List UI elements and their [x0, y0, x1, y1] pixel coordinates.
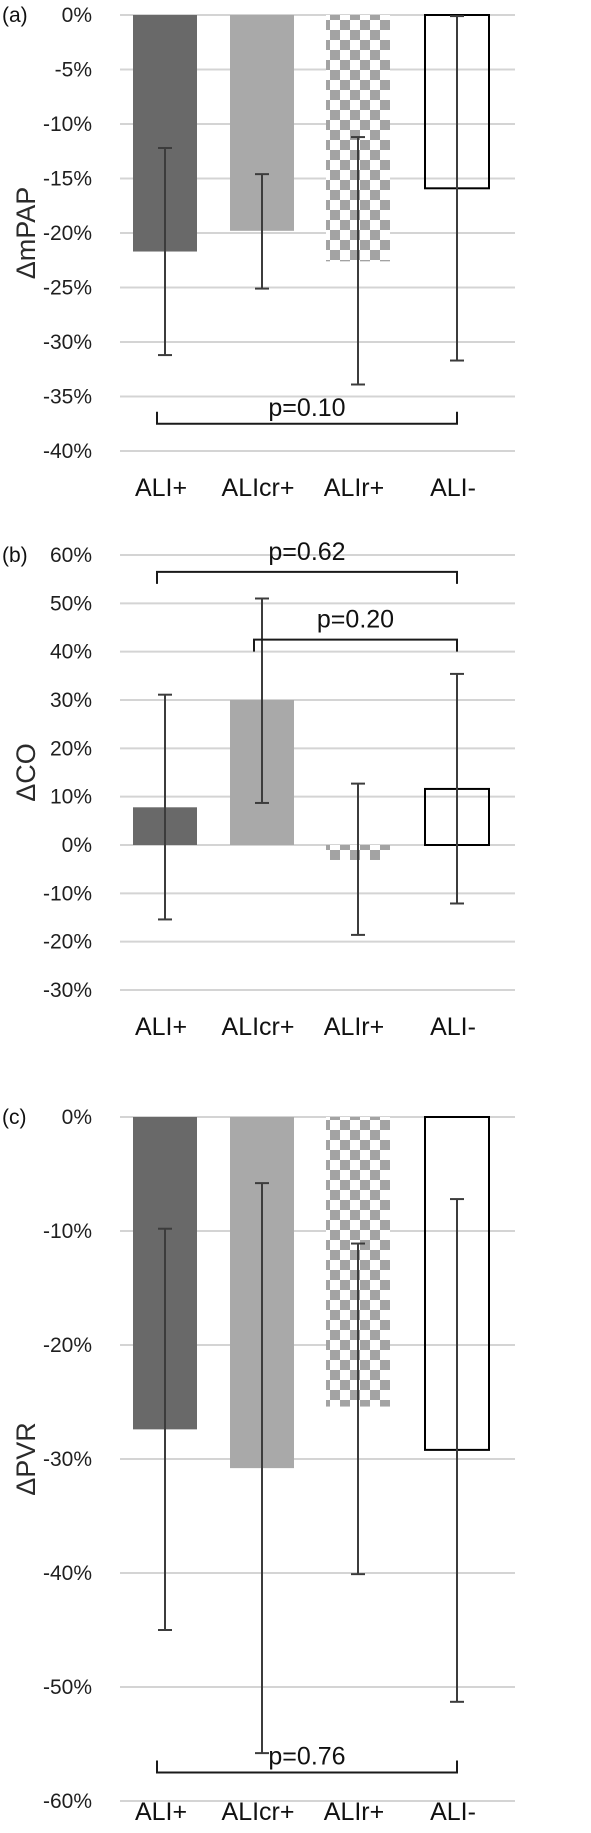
- y-tick-label: -30%: [43, 331, 92, 354]
- p-value-label: p=0.10: [268, 394, 345, 422]
- error-bar-ali-minus: [450, 15, 464, 362]
- y-tick-label: -40%: [43, 440, 92, 463]
- significance-bracket: p=0.20: [253, 606, 458, 652]
- y-tick-label: 20%: [50, 737, 92, 760]
- y-tick-label: 60%: [50, 544, 92, 567]
- bracket-line: [156, 570, 458, 584]
- panel-label: (a): [2, 4, 28, 27]
- bracket-line: [156, 1760, 458, 1774]
- panel-b-co: 60% 50% 40% 30% 20% 10% 0% -10% -20% -30% p=0.62 p=…: [2, 538, 515, 1041]
- y-tick-label: 0%: [62, 4, 92, 27]
- error-bar-alir-plus: [351, 782, 365, 936]
- y-tick-label: -5%: [55, 59, 92, 82]
- y-tick-label: 0%: [62, 1106, 92, 1129]
- y-tick-label: -30%: [43, 1448, 92, 1471]
- panel-c-pvr: 0% -10% -20% -30% -40% -50% -60% p=0.76 ALI+ ALIc…: [2, 1106, 515, 1826]
- bracket-line: [156, 411, 458, 425]
- error-bar-alicr-plus: [255, 1182, 269, 1755]
- y-tick-label: 0%: [62, 834, 92, 857]
- error-bar-ali-minus: [450, 1198, 464, 1703]
- p-value-label: p=0.20: [317, 606, 394, 634]
- y-tick-label: -50%: [43, 1676, 92, 1699]
- category-label-alicr-plus: ALIcr+: [222, 474, 295, 502]
- p-value-label: p=0.62: [268, 538, 345, 566]
- y-tick-label: -15%: [43, 168, 92, 191]
- y-tick-label: -10%: [43, 1220, 92, 1243]
- category-label-alir-plus: ALIr+: [324, 1798, 384, 1826]
- y-tick-label: 10%: [50, 786, 92, 809]
- y-tick-label: 30%: [50, 689, 92, 712]
- category-label-alicr-plus: ALIcr+: [222, 1798, 295, 1826]
- category-label-ali-minus: ALI-: [430, 474, 476, 502]
- y-tick-label: -20%: [43, 931, 92, 954]
- error-bar-ali-plus: [158, 1227, 172, 1631]
- error-bar-ali-plus: [158, 146, 172, 357]
- y-tick-label: -35%: [43, 386, 92, 409]
- significance-bracket: p=0.76: [156, 1743, 458, 1774]
- category-label-ali-minus: ALI-: [430, 1013, 476, 1041]
- error-bar-alir-plus: [351, 1242, 365, 1576]
- y-tick-label: -25%: [43, 277, 92, 300]
- y-tick-label: -10%: [43, 882, 92, 905]
- category-label-ali-plus: ALI+: [135, 474, 187, 502]
- category-label-ali-plus: ALI+: [135, 1013, 187, 1041]
- significance-bracket: p=0.62: [156, 538, 458, 584]
- y-axis-title: ΔmPAP: [11, 187, 41, 280]
- error-bar-ali-plus: [158, 693, 172, 921]
- category-label-ali-plus: ALI+: [135, 1798, 187, 1826]
- y-tick-label: -20%: [43, 1334, 92, 1357]
- y-axis-title: ΔPVR: [11, 1422, 41, 1496]
- p-value-label: p=0.76: [268, 1743, 345, 1771]
- category-label-ali-minus: ALI-: [430, 1798, 476, 1826]
- y-tick-label: -20%: [43, 222, 92, 245]
- panel-label: (c): [2, 1106, 27, 1129]
- error-bar-alicr-plus: [255, 173, 269, 290]
- panel-label: (b): [2, 544, 28, 567]
- significance-bracket: p=0.10: [156, 394, 458, 425]
- panel-a-mpap: 0% -5% -10% -15% -20% -25% -30% -35% -40% p=0.10 A…: [2, 4, 515, 502]
- error-bar-ali-minus: [450, 672, 464, 905]
- y-tick-label: 50%: [50, 592, 92, 615]
- error-bar-alicr-plus: [255, 597, 269, 804]
- y-tick-label: 40%: [50, 641, 92, 664]
- y-tick-label: -40%: [43, 1562, 92, 1585]
- y-tick-label: -60%: [43, 1790, 92, 1813]
- bracket-line: [253, 638, 458, 652]
- category-label-alir-plus: ALIr+: [324, 474, 384, 502]
- category-label-alicr-plus: ALIcr+: [222, 1013, 295, 1041]
- y-axis-title: ΔCO: [11, 743, 41, 802]
- y-tick-label: -30%: [43, 979, 92, 1002]
- category-label-alir-plus: ALIr+: [324, 1013, 384, 1041]
- error-bar-alir-plus: [351, 136, 365, 386]
- y-tick-label: -10%: [43, 113, 92, 136]
